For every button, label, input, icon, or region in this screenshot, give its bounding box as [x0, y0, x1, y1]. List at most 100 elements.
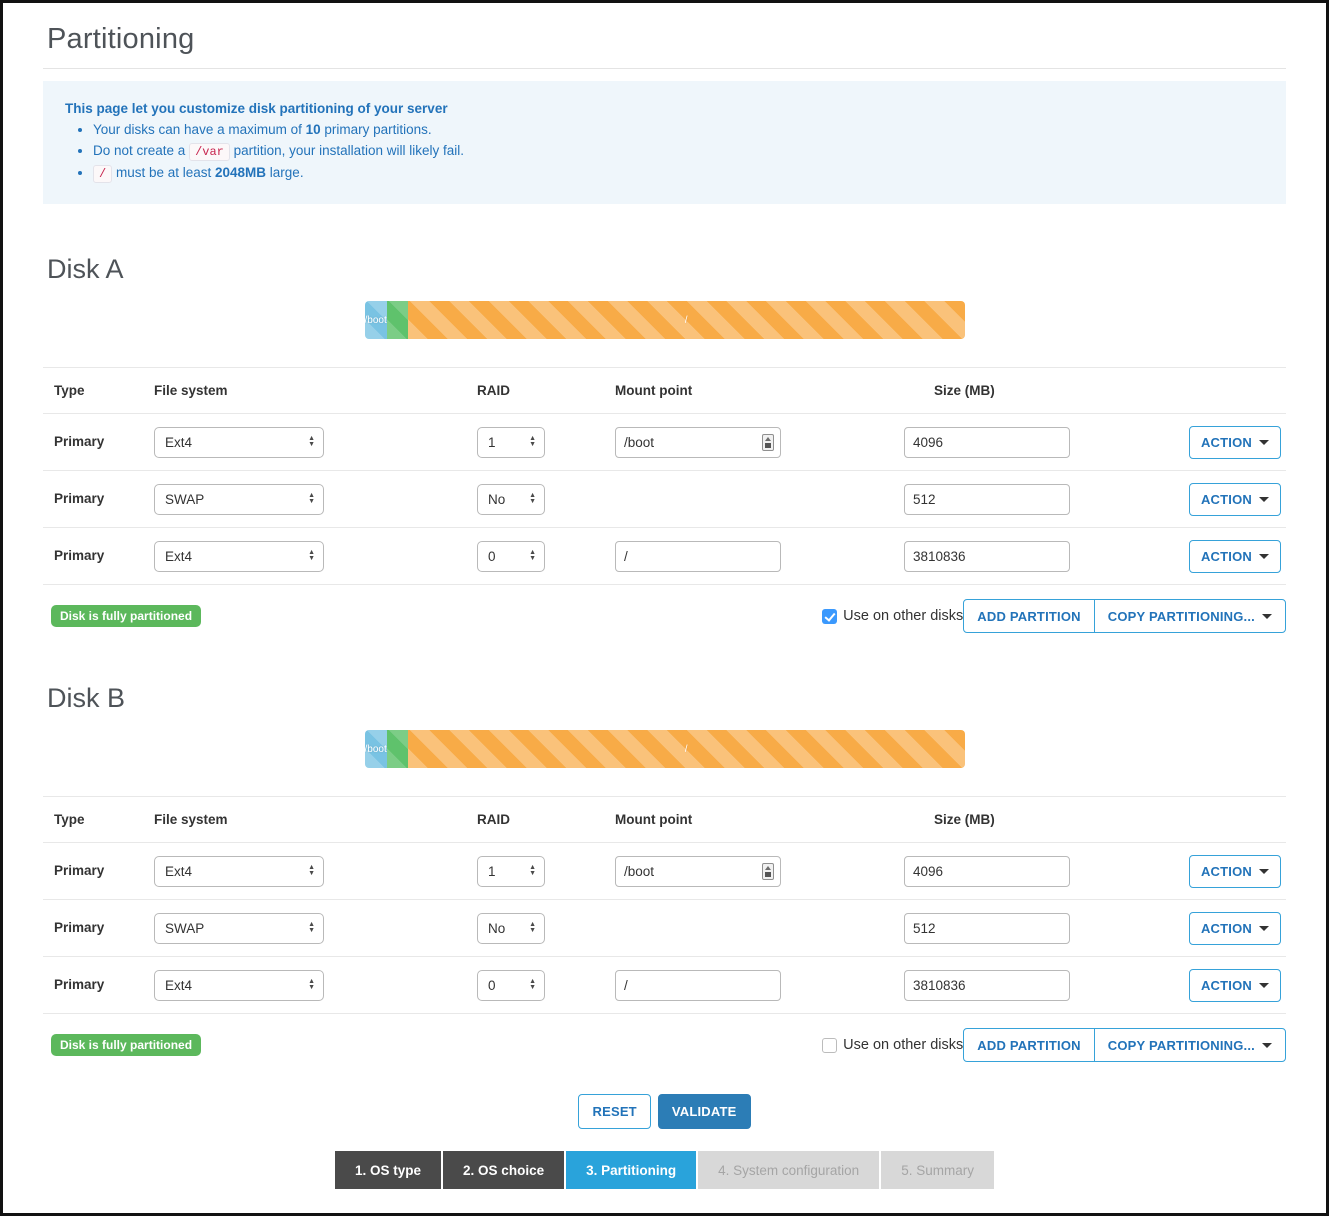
disk-b-title: Disk B [47, 683, 126, 713]
file-system-select[interactable]: SWAP ▲ ▼ [154, 912, 324, 944]
use-on-other-disks-label[interactable]: Use on other disks [843, 1037, 964, 1053]
select-stepper-icon: ▲ ▼ [529, 549, 536, 562]
partition-buttons-group: ADD PARTITION COPY PARTITIONING... [963, 599, 1286, 633]
header-type: Type [54, 812, 85, 827]
header-size: Size (MB) [934, 812, 995, 827]
action-button[interactable]: ACTION [1188, 968, 1281, 1002]
select-stepper-icon: ▲ ▼ [308, 549, 315, 562]
mount-point-input[interactable] [615, 426, 781, 458]
partitioning-page: Partitioning This page let you customize… [3, 3, 1326, 1189]
size-input[interactable] [904, 540, 1070, 572]
file-system-select[interactable]: Ext4 ▲ ▼ [154, 855, 324, 887]
wizard-step-os-type[interactable]: 1. OS type [335, 1151, 442, 1189]
table-row: Primary SWAP ▲ ▼ No ▲ ▼ [43, 471, 1286, 528]
partition-type-label: Primary [54, 920, 105, 935]
validate-button[interactable]: VALIDATE [657, 1094, 751, 1129]
caret-down-icon [1259, 868, 1269, 874]
action-button[interactable]: ACTION [1188, 911, 1281, 945]
raid-select[interactable]: 0 ▲ ▼ [477, 540, 545, 572]
caret-down-icon [1259, 439, 1269, 445]
info-alert-list: Your disks can have a maximum of 10 prim… [93, 122, 1264, 183]
select-stepper-icon: ▲ ▼ [308, 978, 315, 991]
partition-type-label: Primary [54, 977, 105, 992]
checkbox-icon[interactable] [822, 608, 838, 624]
raid-select[interactable]: 1 ▲ ▼ [477, 426, 545, 458]
add-partition-button[interactable]: ADD PARTITION [963, 599, 1095, 633]
info-text: large. [266, 165, 304, 180]
file-system-select[interactable]: Ext4 ▲ ▼ [154, 426, 324, 458]
caret-down-icon [1259, 925, 1269, 931]
file-system-select[interactable]: Ext4 ▲ ▼ [154, 969, 324, 1001]
disk-b-section: Disk B /boot / Type File system RAID Mou… [43, 683, 1286, 1062]
select-value: Ext4 [165, 977, 193, 993]
action-button[interactable]: ACTION [1188, 482, 1281, 516]
use-on-other-disks-checkbox-a[interactable]: Use on other disks [822, 608, 963, 624]
select-stepper-icon: ▲ ▼ [529, 921, 536, 934]
disk-b-bar-segment-root: / [407, 730, 965, 768]
checkbox-icon[interactable] [822, 1037, 838, 1053]
wizard-step-os-choice[interactable]: 2. OS choice [443, 1151, 565, 1189]
raid-select[interactable]: No ▲ ▼ [477, 912, 545, 944]
reset-button[interactable]: RESET [578, 1094, 651, 1129]
page-title: Partitioning [47, 23, 195, 55]
use-on-other-disks-label[interactable]: Use on other disks [843, 608, 964, 624]
select-value: No [488, 920, 506, 936]
info-text: must be at least [112, 165, 216, 180]
select-value: Ext4 [165, 548, 193, 564]
file-system-select[interactable]: Ext4 ▲ ▼ [154, 540, 324, 572]
disk-a-bar-segment-swap [386, 301, 408, 339]
action-button[interactable]: ACTION [1188, 539, 1281, 573]
header-file-system: File system [154, 383, 228, 398]
info-bullet-root-size: / must be at least 2048MB large. [93, 165, 1264, 183]
disk-a-footer: Disk is fully partitioned Use on other d… [43, 599, 1286, 633]
size-input[interactable] [904, 912, 1070, 944]
raid-select[interactable]: No ▲ ▼ [477, 483, 545, 515]
size-input[interactable] [904, 855, 1070, 887]
size-input[interactable] [904, 483, 1070, 515]
info-bullet-var-warning: Do not create a /var partition, your ins… [93, 143, 1264, 161]
header-type: Type [54, 383, 85, 398]
table-row: Primary Ext4 ▲ ▼ 1 ▲ ▼ [43, 843, 1286, 900]
size-input[interactable] [904, 426, 1070, 458]
page-header: Partitioning [43, 13, 1286, 69]
caret-down-icon [1262, 1042, 1272, 1048]
header-size: Size (MB) [934, 383, 995, 398]
size-input[interactable] [904, 969, 1070, 1001]
partition-type-label: Primary [54, 434, 105, 449]
mount-point-combo-icon[interactable] [762, 862, 774, 880]
info-text: primary partitions. [320, 122, 432, 137]
caret-down-icon [1259, 982, 1269, 988]
wizard-step-partitioning[interactable]: 3. Partitioning [566, 1151, 697, 1189]
bar-segment-label: / [684, 743, 688, 755]
action-button[interactable]: ACTION [1188, 854, 1281, 888]
action-button-label: ACTION [1200, 977, 1252, 993]
copy-partitioning-button[interactable]: COPY PARTITIONING... [1093, 1028, 1286, 1062]
raid-select[interactable]: 1 ▲ ▼ [477, 855, 545, 887]
copy-partitioning-label: COPY PARTITIONING... [1107, 1037, 1255, 1053]
action-button-label: ACTION [1200, 548, 1252, 564]
partition-type-label: Primary [54, 863, 105, 878]
add-partition-label: ADD PARTITION [977, 608, 1081, 624]
use-on-other-disks-checkbox-b[interactable]: Use on other disks [822, 1037, 963, 1053]
select-stepper-icon: ▲ ▼ [529, 492, 536, 505]
partition-type-label: Primary [54, 491, 105, 506]
action-button-label: ACTION [1200, 920, 1252, 936]
file-system-select[interactable]: SWAP ▲ ▼ [154, 483, 324, 515]
raid-select[interactable]: 0 ▲ ▼ [477, 969, 545, 1001]
select-stepper-icon: ▲ ▼ [308, 435, 315, 448]
wizard-step-label: 1. OS type [355, 1162, 422, 1178]
disk-b-partition-bar: /boot / [364, 730, 965, 768]
mount-point-input[interactable] [615, 969, 781, 1001]
select-value: 1 [488, 863, 496, 879]
form-actions: RESET VALIDATE [43, 1094, 1286, 1129]
select-value: SWAP [165, 491, 205, 507]
reset-button-label: RESET [592, 1104, 637, 1119]
add-partition-button[interactable]: ADD PARTITION [963, 1028, 1095, 1062]
action-button[interactable]: ACTION [1188, 425, 1281, 459]
bar-segment-label: /boot [364, 743, 387, 755]
action-button-label: ACTION [1200, 863, 1252, 879]
copy-partitioning-button[interactable]: COPY PARTITIONING... [1093, 599, 1286, 633]
mount-point-input[interactable] [615, 855, 781, 887]
mount-point-combo-icon[interactable] [762, 433, 774, 451]
mount-point-input[interactable] [615, 540, 781, 572]
